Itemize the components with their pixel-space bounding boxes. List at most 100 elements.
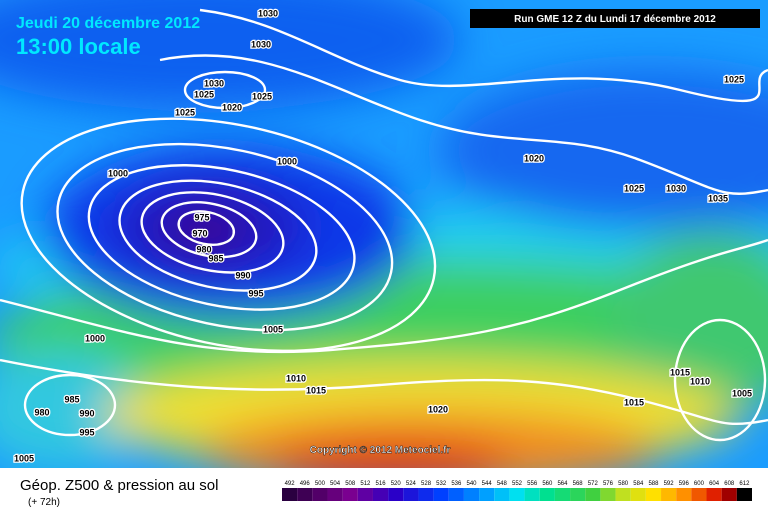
scale-label: 576: [603, 481, 614, 487]
scale-swatch: [312, 488, 328, 501]
isobar-label: 1030: [258, 8, 278, 18]
scale-swatch: [615, 488, 631, 501]
scale-swatch: [463, 488, 480, 501]
scale-swatch: [721, 488, 737, 501]
scale-swatch: [736, 488, 752, 501]
scale-label: 612: [739, 481, 750, 487]
scale-label: 524: [406, 481, 417, 487]
scale-label: 604: [709, 481, 720, 487]
scale-swatch: [706, 488, 722, 501]
isobar-labels: 1030103010301025102010251025100010009759…: [13, 7, 754, 465]
isobar-label: 1000: [277, 156, 297, 166]
scale-swatch: [676, 488, 692, 501]
scale-label: 508: [345, 481, 356, 487]
scale-swatch: [539, 488, 555, 501]
run-label: Run GME 12 Z du Lundi 17 décembre 2012: [514, 14, 716, 25]
isobar: [23, 373, 117, 437]
scale-swatch: [585, 488, 601, 501]
scale-label: 512: [360, 481, 371, 487]
scale-label: 552: [512, 481, 523, 487]
scale-label: 596: [679, 481, 690, 487]
scale-label: 600: [694, 481, 705, 487]
isobar-label: 1025: [252, 91, 272, 101]
scale-label: 520: [391, 481, 402, 487]
scale-label: 588: [648, 481, 659, 487]
isobar-label: 1000: [108, 168, 128, 178]
scale-label: 540: [467, 481, 478, 487]
isobar-label: 1020: [222, 102, 242, 112]
scale-swatch: [433, 488, 449, 501]
isobar-label: 1025: [194, 89, 214, 99]
scale-swatch: [282, 488, 298, 501]
isobar-label: 990: [235, 270, 250, 280]
scale-swatch: [418, 488, 434, 501]
scale-swatch: [297, 488, 313, 501]
isobar: [160, 201, 258, 259]
isobar-label: 1000: [85, 333, 105, 343]
isobar: [183, 70, 267, 110]
scale-label: 572: [588, 481, 599, 487]
isobar-label: 1025: [175, 107, 195, 117]
isobar: [140, 191, 285, 274]
scale-label: 580: [618, 481, 629, 487]
isobar-label: 1030: [666, 183, 686, 193]
isobar-label: 970: [192, 228, 207, 238]
color-scale: 492 496 500 504 508 512 516 520 524 528 532 536 540 5…: [282, 481, 752, 501]
isobar-label: 1015: [306, 385, 326, 395]
isobar-label: 1030: [204, 78, 224, 88]
scale-label: 492: [285, 481, 296, 487]
date-label: Jeudi 20 décembre 2012: [16, 15, 200, 32]
scale-swatch: [342, 488, 358, 501]
isobar-label: 975: [194, 212, 209, 222]
scale-label: 548: [497, 481, 508, 487]
scale-label: 592: [664, 481, 675, 487]
legend-title: Géop. Z500 & pression au sol: [20, 477, 218, 494]
isobar-label: 980: [196, 244, 211, 254]
map-field: [0, 0, 768, 468]
scale-swatch: [327, 488, 343, 501]
scale-label: 516: [376, 481, 387, 487]
isobar: [199, 8, 768, 103]
scale-swatch: [600, 488, 616, 501]
isobar-label: 990: [79, 408, 94, 418]
scale-swatch: [691, 488, 707, 501]
scale-label: 504: [330, 481, 341, 487]
scale-label: 528: [421, 481, 432, 487]
scale-swatch: [645, 488, 662, 501]
isobar-label: 980: [34, 407, 49, 417]
isobar: [0, 238, 768, 354]
isobar-label: 1030: [251, 39, 271, 49]
isobar: [118, 179, 318, 292]
scale-label: 584: [633, 481, 644, 487]
isobar-label: 985: [208, 253, 223, 263]
scale-label: 544: [482, 481, 493, 487]
scale-label: 568: [573, 481, 584, 487]
scale-swatch: [448, 488, 464, 501]
isobar: [20, 117, 437, 353]
isobar: [159, 54, 768, 195]
scale-swatch: [388, 488, 404, 501]
scale-swatch: [479, 488, 495, 501]
scale-swatch: [524, 488, 540, 501]
scale-label: 532: [436, 481, 447, 487]
legend-subtitle: (+ 72h): [28, 497, 60, 508]
isobar-label: 1015: [624, 397, 644, 407]
scale-label: 536: [451, 481, 462, 487]
time-label: 13:00 locale: [16, 34, 141, 59]
isobar-label: 1005: [263, 324, 283, 334]
isobar: [87, 164, 356, 311]
isobar: [177, 210, 236, 246]
scale-swatch: [494, 488, 510, 501]
isobar-label: 1020: [428, 404, 448, 414]
scale-swatch: [372, 488, 389, 501]
scale-swatch: [630, 488, 646, 501]
scale-label: 608: [724, 481, 735, 487]
scale-swatch: [554, 488, 571, 501]
scale-label: 556: [527, 481, 538, 487]
scale-swatch: [357, 488, 373, 501]
isobar-label: 1025: [624, 183, 644, 193]
scale-swatch: [403, 488, 419, 501]
scale-label: 564: [557, 481, 568, 487]
scale-swatch: [570, 488, 586, 501]
